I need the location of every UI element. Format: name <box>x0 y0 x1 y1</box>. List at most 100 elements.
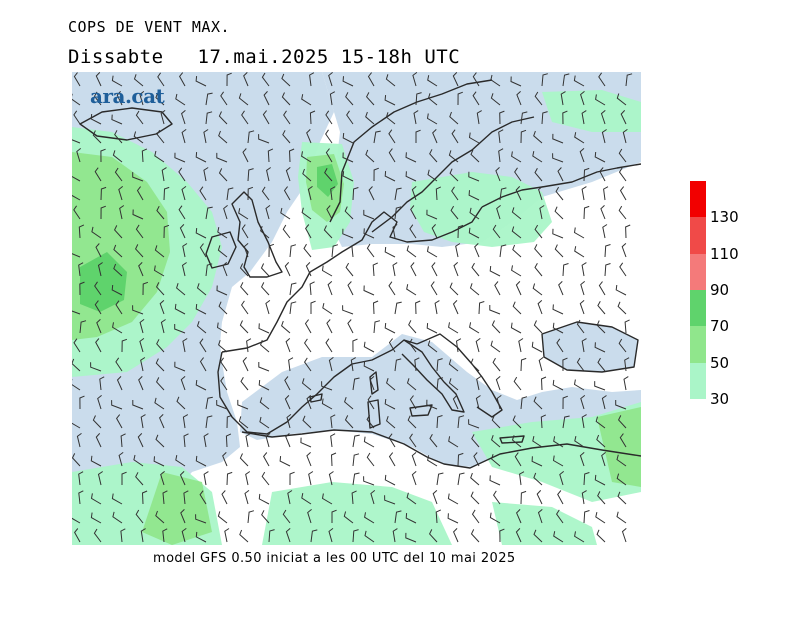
wind-barb <box>352 338 358 353</box>
wind-barb <box>100 205 106 220</box>
wind-barb <box>533 130 543 144</box>
wind-barb <box>369 376 375 391</box>
wind-barb <box>262 452 270 467</box>
wind-barb <box>599 167 606 182</box>
wind-barb <box>435 186 442 201</box>
wind-barb <box>73 338 81 353</box>
wind-barb <box>247 130 255 144</box>
wind-barb <box>558 281 564 296</box>
wind-barb <box>415 300 421 315</box>
wind-barb <box>328 528 334 543</box>
wind-barb <box>306 395 312 410</box>
wind-barb <box>426 113 438 125</box>
wind-barb <box>181 527 187 543</box>
wind-barb <box>449 282 459 296</box>
wind-barb <box>90 512 102 524</box>
wind-barb <box>531 456 543 467</box>
wind-barb <box>289 244 297 258</box>
wind-barb <box>559 471 565 486</box>
wind-barb <box>183 490 189 505</box>
wind-barb <box>90 113 102 125</box>
wind-barb <box>495 376 501 391</box>
wind-barb <box>457 452 464 467</box>
wind-barb <box>413 110 419 125</box>
wind-barb <box>258 362 270 372</box>
gust-legend: 30 50 70 90 110 130 <box>690 181 739 408</box>
wind-barb <box>205 206 213 220</box>
wind-barb <box>300 437 312 448</box>
wind-barb <box>406 492 417 505</box>
wind-barb <box>534 167 543 182</box>
wind-barb <box>289 301 297 315</box>
wind-barb <box>301 94 312 106</box>
wind-barb <box>388 452 396 467</box>
wind-barb <box>220 376 228 391</box>
wind-barb <box>96 319 102 334</box>
wind-barb <box>499 528 505 543</box>
wind-barb <box>520 129 527 144</box>
wind-barb <box>580 91 585 106</box>
wind-barb <box>457 472 465 486</box>
wind-barb <box>513 376 522 391</box>
wind-barb <box>520 490 527 505</box>
wind-barb <box>140 357 146 372</box>
wind-barb <box>258 134 270 144</box>
wind-barb <box>562 357 568 372</box>
wind-barb <box>217 245 228 258</box>
wind-barb <box>406 378 417 391</box>
wind-barb <box>199 338 207 353</box>
wind-barb <box>161 167 167 182</box>
wind-barb <box>155 358 165 372</box>
wind-barb <box>156 282 165 296</box>
wind-barb <box>414 357 420 372</box>
wind-barb <box>239 453 249 467</box>
wind-barb <box>600 205 606 220</box>
wind-barb <box>364 530 375 543</box>
wind-barb <box>120 528 126 543</box>
wind-barb <box>286 414 292 429</box>
wind-barb <box>373 167 379 182</box>
wind-barb <box>511 435 522 448</box>
wind-barb <box>579 148 585 163</box>
wind-barb <box>352 529 359 543</box>
wind-barb <box>384 95 396 106</box>
wind-barb <box>597 357 606 372</box>
legend-swatch <box>690 362 706 399</box>
wind-barb <box>499 244 507 258</box>
wind-barb <box>135 472 144 486</box>
wind-barb <box>163 186 170 201</box>
wind-barb <box>533 472 543 486</box>
wind-barb <box>132 209 144 220</box>
legend-label: 50 <box>710 353 730 372</box>
wind-barb <box>261 510 270 524</box>
wind-barb <box>203 167 209 182</box>
wind-barb <box>223 205 228 220</box>
wind-barb <box>366 243 375 258</box>
wind-barb <box>580 281 586 296</box>
wind-barb <box>429 529 438 543</box>
wind-barb <box>553 436 564 448</box>
wind-barb <box>240 376 249 391</box>
wind-barb <box>436 472 444 486</box>
wind-barb <box>537 300 543 315</box>
wind-barb <box>330 186 336 201</box>
wind-barb <box>511 226 522 239</box>
wind-barb <box>472 72 480 87</box>
wind-barb <box>499 110 505 125</box>
wind-barb <box>132 305 144 315</box>
wind-barb <box>470 472 480 486</box>
wind-barb <box>363 209 375 220</box>
wind-barb <box>581 110 587 125</box>
wind-barb <box>363 228 375 239</box>
wind-barb <box>303 243 312 258</box>
wind-barb <box>388 281 396 296</box>
wind-barb <box>468 171 480 182</box>
wind-barb <box>470 149 480 163</box>
wind-barb <box>492 224 501 239</box>
wind-barb <box>238 416 249 429</box>
wind-barb <box>537 509 543 524</box>
wind-barb <box>113 263 123 277</box>
wind-barb <box>451 129 459 144</box>
wind-barb <box>162 528 168 543</box>
wind-barb <box>90 493 102 505</box>
